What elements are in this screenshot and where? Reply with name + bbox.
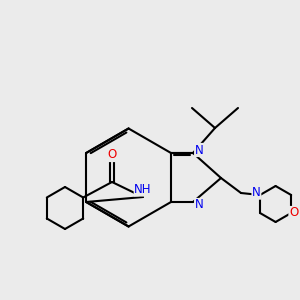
Text: N: N — [195, 199, 203, 212]
Text: N: N — [252, 186, 261, 199]
Text: NH: NH — [134, 183, 152, 196]
Text: O: O — [107, 148, 117, 161]
Text: O: O — [289, 206, 298, 220]
Text: N: N — [195, 143, 203, 157]
